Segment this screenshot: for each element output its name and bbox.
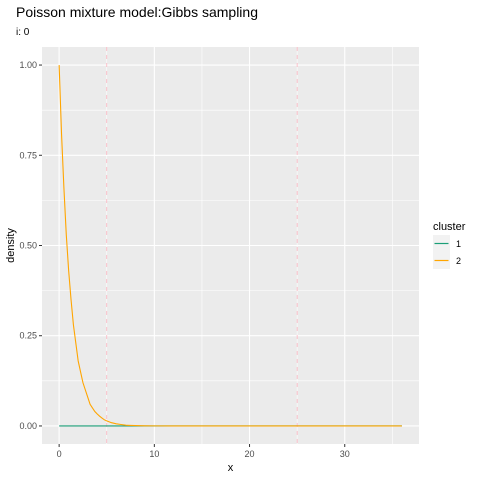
x-axis-label: x	[228, 462, 234, 474]
y-tick-label: 0.00	[19, 421, 37, 431]
y-axis: 0.00 0.25 0.50 0.75 1.00	[19, 60, 42, 431]
y-tick-label: 0.75	[19, 150, 37, 160]
series-lines	[58, 65, 402, 427]
y-axis-label: density	[5, 228, 17, 263]
reference-lines	[106, 47, 298, 444]
y-tick-label: 0.25	[19, 331, 37, 341]
x-tick-label: 30	[340, 449, 350, 459]
chart-subtitle: i: 0	[16, 27, 30, 38]
legend: cluster 12	[433, 221, 466, 269]
x-tick-label: 20	[245, 449, 255, 459]
legend-label-1: 1	[456, 239, 461, 249]
y-tick-label: 1.00	[19, 60, 37, 70]
legend-label-2: 2	[456, 256, 461, 266]
series-line-2	[58, 65, 402, 427]
x-tick-label: 10	[149, 449, 159, 459]
chart-title: Poisson mixture model:Gibbs sampling	[16, 4, 258, 20]
x-axis: 0 10 20 30	[57, 444, 350, 459]
y-tick-label: 0.50	[19, 241, 37, 251]
grid-major	[42, 47, 419, 444]
x-tick-label: 0	[57, 449, 62, 459]
legend-items: 12	[433, 235, 461, 269]
legend-title: cluster	[433, 221, 466, 233]
